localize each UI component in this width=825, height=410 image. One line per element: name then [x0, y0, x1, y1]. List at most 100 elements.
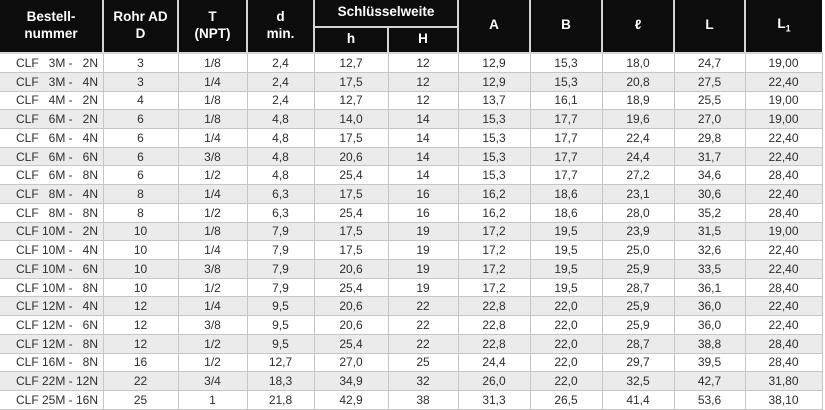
value-cell: 8 [102, 184, 179, 204]
value-cell: 17,7 [529, 146, 603, 167]
part-number-cell: CLF 12M - 8N [0, 333, 104, 354]
part-number-cell: CLF 22M - 12N [0, 371, 104, 392]
value-cell: 17,5 [313, 71, 389, 92]
value-cell: 7,9 [246, 259, 315, 279]
table-row: CLF 25M - 16N 25 1 21,8 42,9 38 31,3 26,5 41,4 53… [0, 390, 823, 410]
value-cell: 23,9 [601, 221, 675, 242]
value-cell: 7,9 [246, 277, 315, 298]
value-cell: 25,9 [601, 259, 675, 279]
header-d-min: d min. [246, 0, 315, 54]
table-row: CLF 22M - 12N 22 3/4 18,3 34,9 32 26,0 22,0 32,5… [0, 371, 823, 392]
value-cell: 24,4 [457, 352, 531, 373]
value-cell: 3/8 [177, 315, 248, 335]
value-cell: 22,0 [529, 371, 603, 392]
value-cell: 1/4 [177, 71, 248, 92]
part-number-cell: CLF 16M - 8N [0, 352, 104, 373]
value-cell: 25 [102, 390, 179, 410]
header-h-upper: H [386, 27, 460, 54]
value-cell: 2,4 [246, 52, 315, 73]
value-cell: 12,7 [313, 52, 389, 73]
value-cell: 4,8 [246, 109, 315, 129]
value-cell: 1 [177, 390, 248, 410]
value-cell: 23,1 [601, 184, 675, 204]
value-cell: 19,5 [529, 240, 603, 261]
part-number-cell: CLF 12M - 4N [0, 296, 104, 317]
value-cell: 16 [387, 184, 459, 204]
value-cell: 28,0 [601, 202, 675, 223]
value-cell: 12 [102, 315, 179, 335]
value-cell: 19 [387, 240, 459, 261]
value-cell: 25,5 [673, 90, 746, 111]
value-cell: 19,5 [529, 259, 603, 279]
value-cell: 22,0 [529, 296, 603, 317]
table-row: CLF 10M - 6N 10 3/8 7,9 20,6 19 17,2 19,5 25,9 33… [0, 259, 823, 279]
header-t-npt: T (NPT) [177, 0, 248, 54]
value-cell: 27,0 [673, 109, 746, 129]
value-cell: 27,5 [673, 71, 746, 92]
value-cell: 1/4 [177, 128, 248, 148]
header-l-script: ℓ [601, 0, 676, 54]
value-cell: 15,3 [529, 52, 603, 73]
table-row: CLF 10M - 2N 10 1/8 7,9 17,5 19 17,2 19,5 23,9 31… [0, 221, 823, 242]
part-number-cell: CLF 10M - 6N [0, 259, 104, 279]
value-cell: 19,00 [744, 109, 823, 129]
value-cell: 22,40 [744, 240, 823, 261]
value-cell: 12 [387, 90, 459, 111]
part-number-cell: CLF 12M - 6N [0, 315, 104, 335]
value-cell: 22,4 [601, 128, 675, 148]
value-cell: 34,9 [313, 371, 389, 392]
value-cell: 18,3 [246, 371, 315, 392]
value-cell: 29,7 [601, 352, 675, 373]
value-cell: 22,40 [744, 184, 823, 204]
value-cell: 22 [387, 315, 459, 335]
value-cell: 19,00 [744, 90, 823, 111]
value-cell: 7,9 [246, 221, 315, 242]
header-b: B [529, 0, 604, 54]
value-cell: 6 [102, 109, 179, 129]
table-row: CLF 12M - 6N 12 3/8 9,5 20,6 22 22,8 22,0 25,9 36… [0, 315, 823, 335]
value-cell: 53,6 [673, 390, 746, 410]
table-row: CLF 6M - 6N 6 3/8 4,8 20,6 14 15,3 17,7 24,4 31,7… [0, 146, 823, 167]
part-number-cell: CLF 4M - 2N [0, 90, 104, 111]
value-cell: 4,8 [246, 128, 315, 148]
value-cell: 20,6 [313, 259, 389, 279]
value-cell: 10 [102, 277, 179, 298]
value-cell: 1/4 [177, 296, 248, 317]
value-cell: 24,4 [601, 146, 675, 167]
value-cell: 3/8 [177, 259, 248, 279]
table-row: CLF 8M - 8N 8 1/2 6,3 25,4 16 16,2 18,6 28,0 35,2… [0, 202, 823, 223]
value-cell: 12,9 [457, 71, 531, 92]
table-row: CLF 6M - 2N 6 1/8 4,8 14,0 14 15,3 17,7 19,6 27,0… [0, 109, 823, 129]
value-cell: 14 [387, 109, 459, 129]
value-cell: 22,40 [744, 128, 823, 148]
value-cell: 17,2 [457, 277, 531, 298]
value-cell: 20,6 [313, 315, 389, 335]
value-cell: 1/2 [177, 165, 248, 186]
value-cell: 12,7 [313, 90, 389, 111]
value-cell: 29,8 [673, 128, 746, 148]
value-cell: 38 [387, 390, 459, 410]
value-cell: 13,7 [457, 90, 531, 111]
header-l1-subscript: 1 [785, 23, 791, 34]
value-cell: 12 [387, 71, 459, 92]
value-cell: 3/8 [177, 146, 248, 167]
table-body: CLF 3M - 2N 3 1/8 2,4 12,7 12 12,9 15,3 18,0 24,7… [0, 52, 823, 410]
value-cell: 25,4 [313, 165, 389, 186]
value-cell: 28,40 [744, 202, 823, 223]
value-cell: 9,5 [246, 315, 315, 335]
table-header: Bestell- nummer Rohr AD D T (NPT) d min.… [0, 0, 823, 54]
value-cell: 16 [102, 352, 179, 373]
value-cell: 6 [102, 128, 179, 148]
value-cell: 25,4 [313, 333, 389, 354]
value-cell: 25,4 [313, 277, 389, 298]
value-cell: 15,3 [457, 165, 531, 186]
value-cell: 24,7 [673, 52, 746, 73]
value-cell: 16,1 [529, 90, 603, 111]
value-cell: 6 [102, 165, 179, 186]
part-number-cell: CLF 6M - 2N [0, 109, 104, 129]
value-cell: 18,9 [601, 90, 675, 111]
value-cell: 35,2 [673, 202, 746, 223]
part-number-cell: CLF 6M - 6N [0, 146, 104, 167]
value-cell: 36,0 [673, 296, 746, 317]
value-cell: 18,6 [529, 202, 603, 223]
